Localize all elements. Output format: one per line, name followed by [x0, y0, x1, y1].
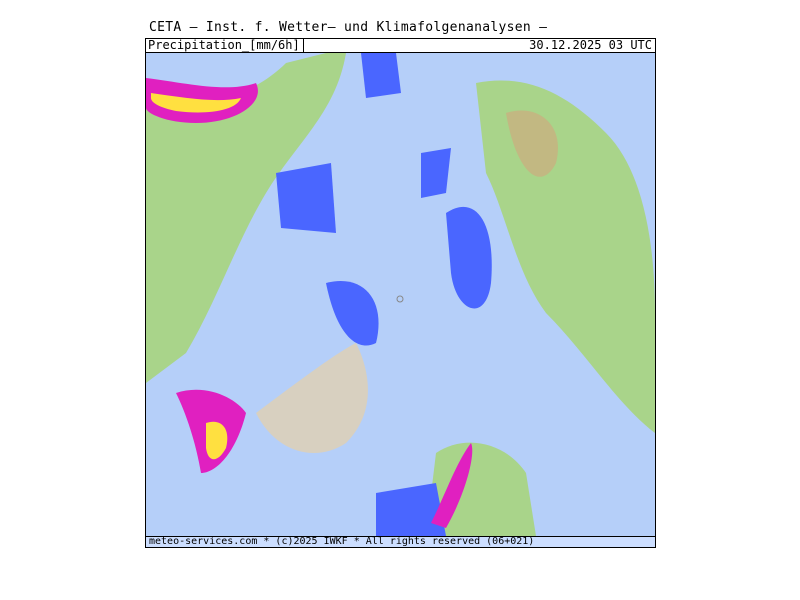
extreme-precip-greenland [206, 421, 228, 460]
moderate-precip-5 [376, 483, 446, 536]
moderate-precip-3 [326, 281, 379, 346]
north-pole-marker [396, 295, 404, 303]
parameter-label: Precipitation_[mm/6h] [148, 39, 304, 52]
mountain-relief [506, 110, 558, 177]
map-header: Precipitation_[mm/6h] 30.12.2025 03 UTC [146, 39, 655, 53]
moderate-precip-4 [361, 53, 401, 98]
greenland-ice [256, 343, 368, 453]
moderate-precip-1 [276, 163, 336, 233]
moderate-precip-6 [421, 148, 451, 198]
heavy-precip-norway [431, 443, 473, 528]
land-north-america [146, 53, 346, 383]
credit-text: meteo-services.com * (c)2025 IWKF * All … [149, 536, 535, 547]
map-frame: Precipitation_[mm/6h] 30.12.2025 03 UTC … [145, 38, 656, 548]
chart-title: CETA — Inst. f. Wetter— und Klimafolgena… [149, 20, 548, 35]
land-siberia [476, 80, 655, 433]
map-footer: meteo-services.com * (c)2025 IWKF * All … [146, 536, 655, 547]
moderate-precip-2 [446, 206, 492, 309]
precipitation-map [146, 53, 655, 536]
valid-time: 30.12.2025 03 UTC [529, 38, 652, 52]
extreme-precip-alaska [151, 93, 241, 113]
